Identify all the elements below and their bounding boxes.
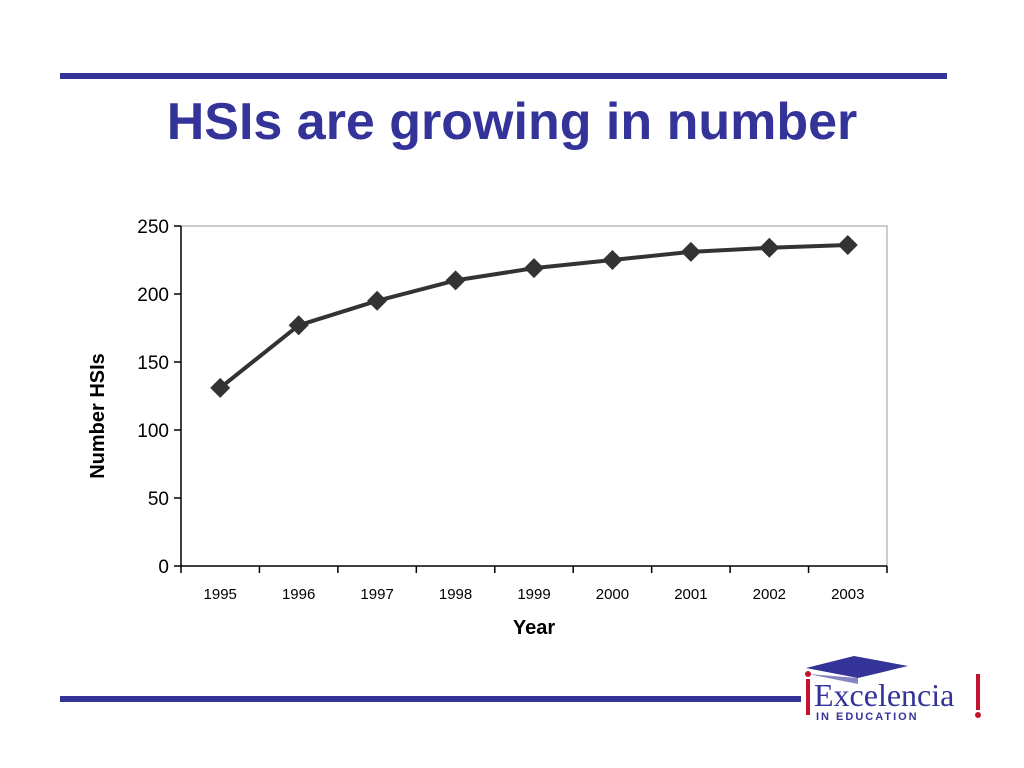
y-tick-label: 100 — [137, 421, 169, 442]
data-point — [602, 250, 623, 270]
graduation-cap-icon — [806, 656, 908, 678]
data-point — [445, 270, 466, 291]
excelencia-logo: Excelencia IN EDUCATION — [805, 656, 981, 723]
logo-tagline: IN EDUCATION — [816, 711, 919, 723]
x-tick-label: 2001 — [674, 586, 707, 603]
y-tick-label: 200 — [137, 285, 169, 306]
y-tick-label: 50 — [148, 489, 169, 510]
logo-wordmark: Excelencia — [814, 677, 954, 713]
x-tick-label: 2000 — [596, 586, 629, 603]
y-axis-label: Number HSIs — [87, 353, 109, 479]
data-point — [759, 237, 780, 258]
y-axis: 0 50 100 150 200 250 — [137, 217, 182, 578]
x-tick-label: 1995 — [204, 586, 237, 603]
data-markers — [210, 235, 858, 398]
x-tick-label: 1998 — [439, 586, 472, 603]
y-tick-label: 150 — [137, 353, 169, 374]
x-axis: 1995 1996 1997 1998 1999 2000 2001 2002 2003 — [180, 565, 888, 603]
top-rule — [60, 73, 947, 79]
bottom-rule — [60, 696, 801, 702]
y-tick-label: 250 — [137, 217, 169, 238]
x-tick-label: 1999 — [517, 586, 550, 603]
x-axis-label: Year — [513, 617, 555, 639]
x-tick-label: 1996 — [282, 586, 315, 603]
data-point — [837, 235, 858, 256]
data-point — [524, 258, 544, 279]
data-point — [210, 377, 231, 398]
data-point — [288, 315, 309, 336]
data-point — [367, 290, 388, 311]
x-tick-label: 2003 — [831, 586, 864, 603]
x-tick-label: 1997 — [360, 586, 393, 603]
slide-title: HSIs are growing in number — [166, 93, 858, 151]
data-point — [680, 241, 701, 262]
x-tick-label: 2002 — [753, 586, 786, 603]
y-tick-label: 0 — [158, 557, 169, 578]
